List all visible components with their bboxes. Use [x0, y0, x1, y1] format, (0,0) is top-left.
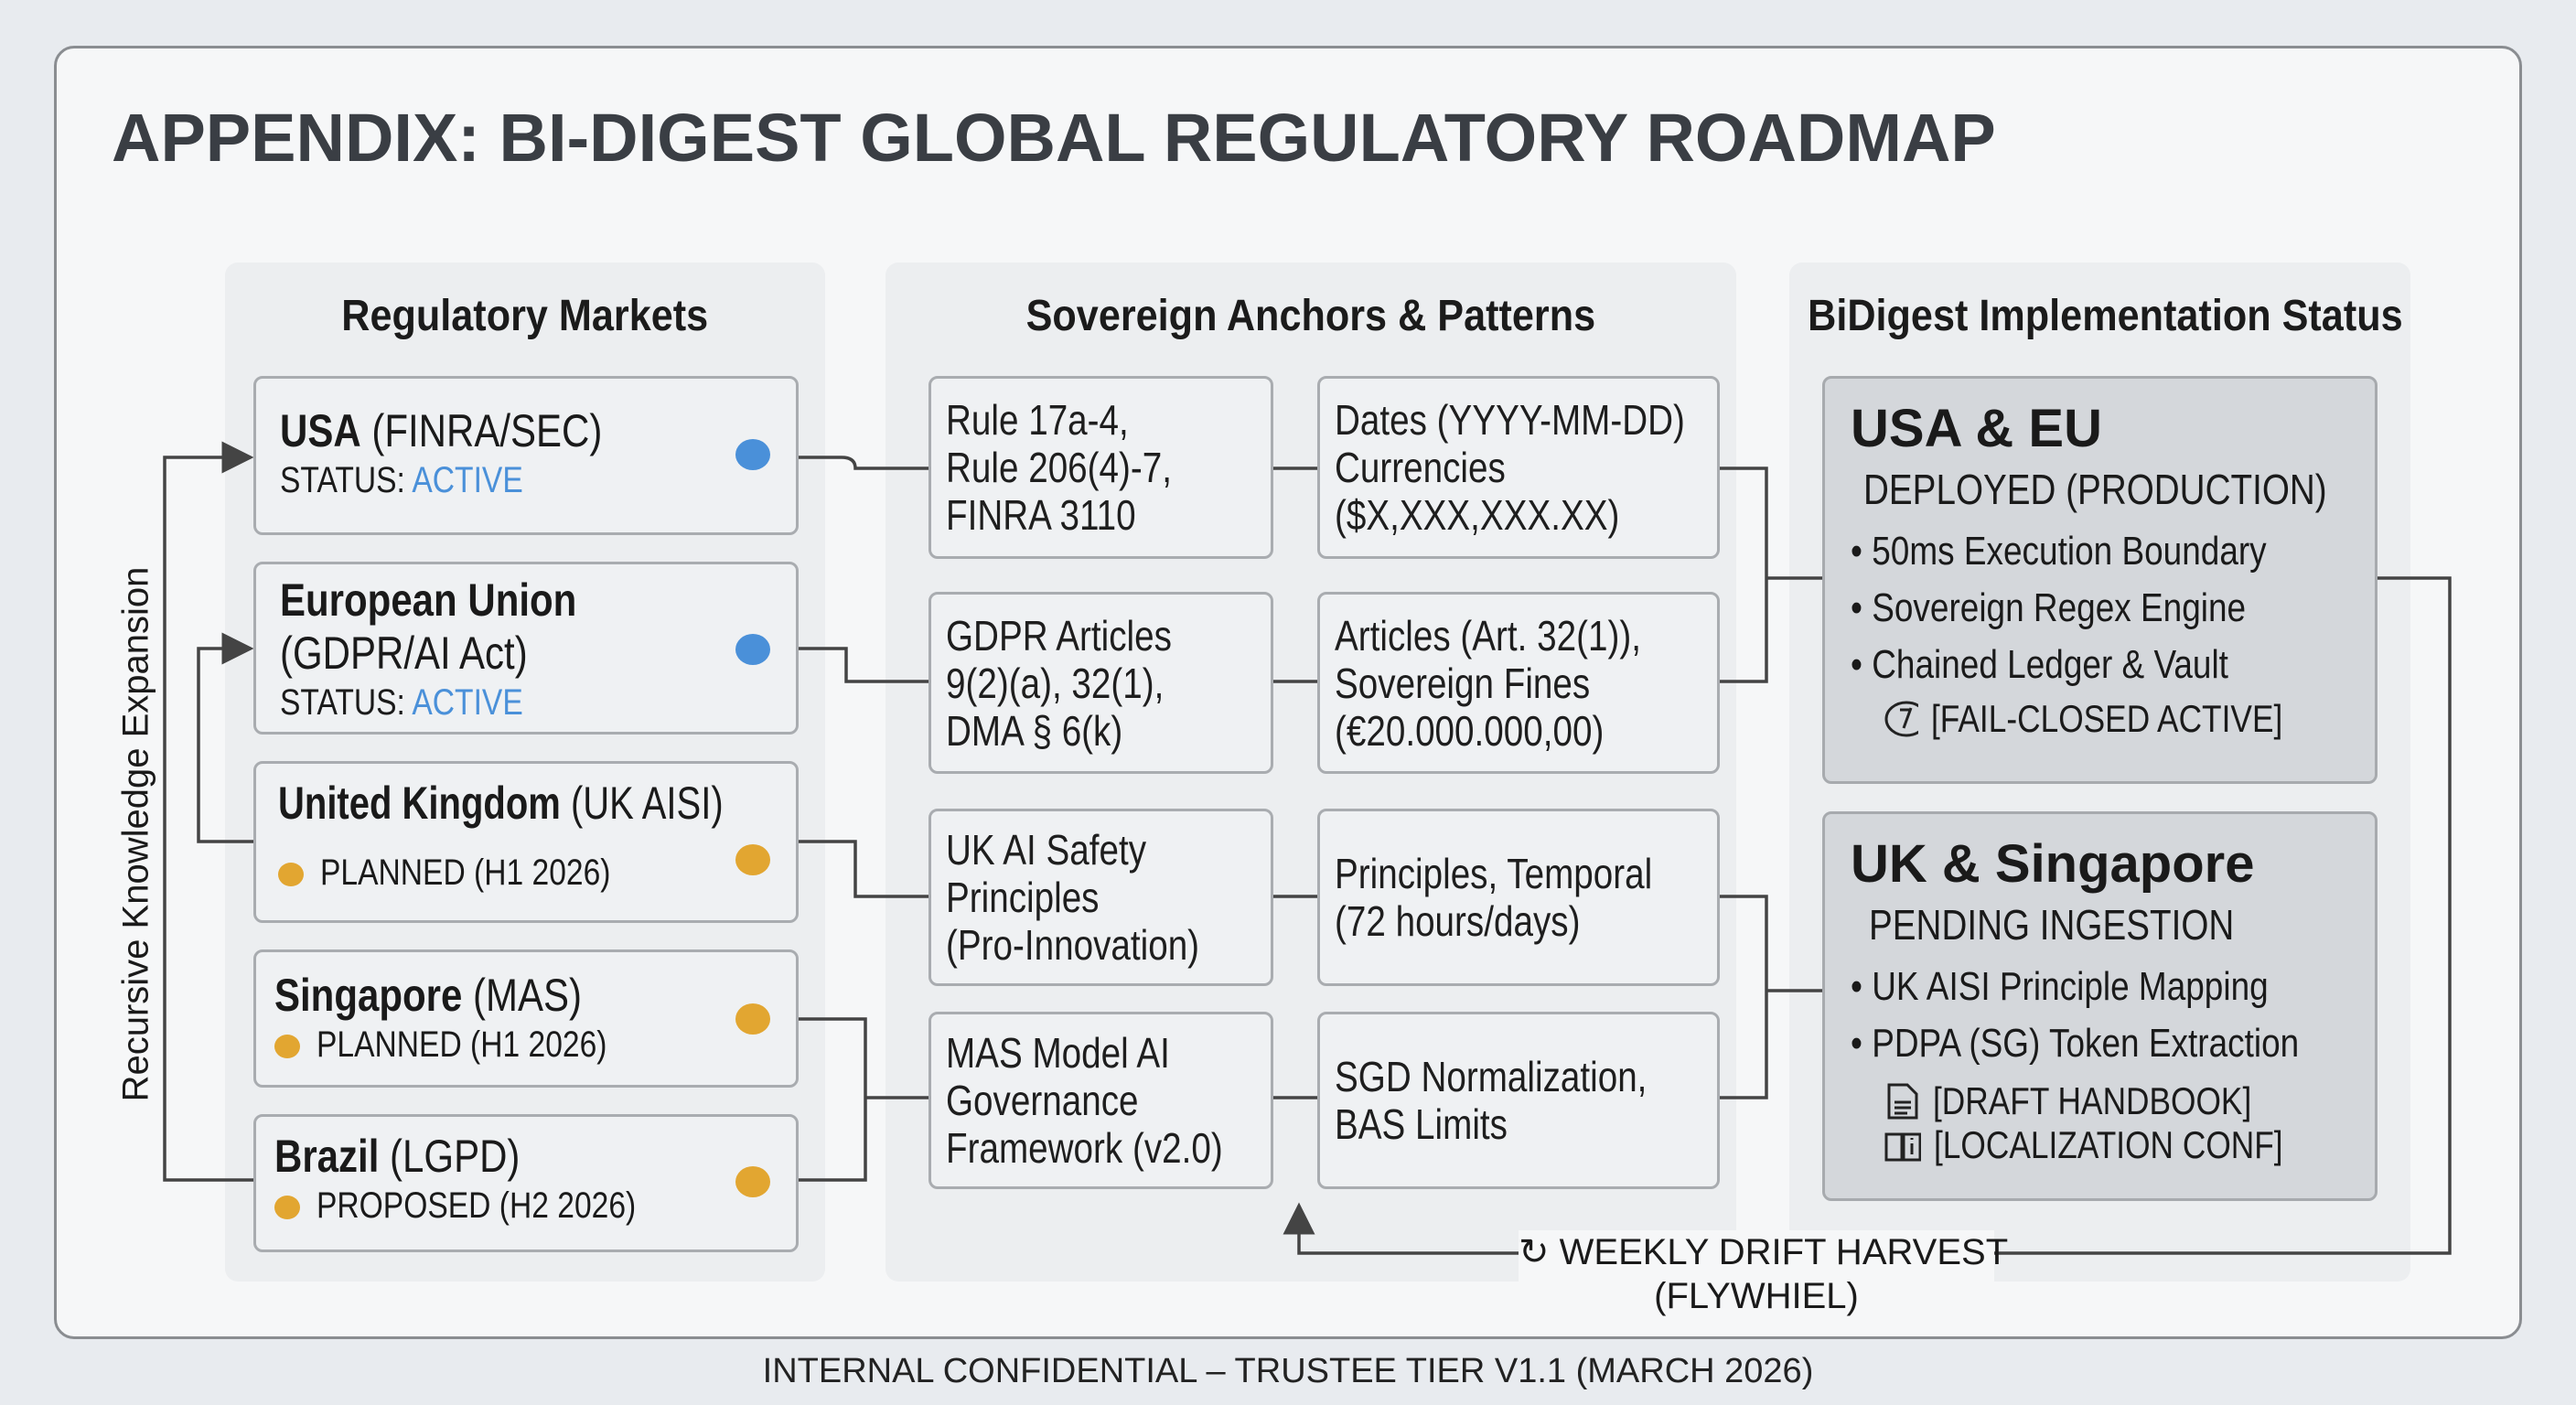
market-card-brazil[interactable]: Brazil (LGPD) PROPOSED (H2 2026)	[253, 1114, 799, 1252]
status-tag-text: [DRAFT HANDBOOK]	[1933, 1079, 2252, 1122]
market-regulator: (GDPR/AI Act)	[280, 627, 528, 679]
market-card-uk[interactable]: United Kingdom (UK AISI) PLANNED (H1 202…	[253, 761, 799, 923]
footer-note: INTERNAL CONFIDENTIAL – TRUSTEE TIER V1.…	[762, 1352, 1814, 1390]
status-dot-icon	[735, 634, 770, 665]
status-bullet: • Sovereign Regex Engine	[1851, 585, 2247, 630]
anchor-text: MAS Model AI Governance Framework (v2.0)	[946, 1029, 1223, 1172]
status-tag: [LOCALIZATION CONF]	[1884, 1123, 2349, 1167]
book-info-icon	[1884, 1132, 1921, 1162]
status-value: PLANNED (H1 2026)	[320, 853, 611, 893]
status-dot-icon	[274, 1035, 300, 1059]
status-card-usa-eu[interactable]: USA & EU DEPLOYED (PRODUCTION) • 50ms Ex…	[1822, 376, 2377, 784]
loop-outer	[163, 441, 254, 1182]
status-tag: [DRAFT HANDBOOK]	[1884, 1079, 2349, 1123]
anchor-text: Principles, Temporal (72 hours/days)	[1335, 850, 1653, 945]
status-label: STATUS:	[280, 460, 413, 500]
status-value: ACTIVE	[412, 460, 523, 500]
anchor-text: Rule 17a-4, Rule 206(4)-7, FINRA 3110	[946, 396, 1172, 539]
link-uk	[799, 840, 928, 898]
anchor-pattern-card[interactable]: SGD Normalization, BAS Limits	[1317, 1012, 1720, 1189]
status-bullet: • Chained Ledger & Vault	[1851, 642, 2228, 687]
status-dot-icon	[274, 1196, 300, 1220]
market-name: United Kingdom	[278, 778, 561, 829]
status-dot-icon	[735, 1003, 770, 1035]
status-bullet: • 50ms Execution Boundary	[1851, 529, 2267, 574]
market-card-singapore[interactable]: Singapore (MAS) PLANNED (H1 2026)	[253, 949, 799, 1088]
status-tag-text: [LOCALIZATION CONF]	[1933, 1123, 2283, 1166]
loop-label: Recursive Knowledge Expansion	[115, 566, 156, 1102]
status-heading: BiDigest Implementation Status	[1808, 292, 2403, 340]
page-title: APPENDIX: BI-DIGEST GLOBAL REGULATORY RO…	[112, 100, 1996, 176]
market-name: Singapore	[274, 970, 463, 1021]
markets-heading: Regulatory Markets	[341, 292, 709, 340]
status-card-title: UK & Singapore	[1851, 834, 2255, 894]
status-bullet: • PDPA (SG) Token Extraction	[1851, 1021, 2300, 1066]
status-tag: [FAIL-CLOSED ACTIVE]	[1884, 697, 2349, 741]
status-value: PROPOSED (H2 2026)	[317, 1185, 637, 1226]
anchor-pattern-card[interactable]: Articles (Art. 32(1)), Sovereign Fines (…	[1317, 592, 1720, 774]
market-regulator: (MAS)	[462, 970, 583, 1021]
flywheel-loop	[1283, 576, 2452, 1255]
link-to-usaeu	[1720, 467, 1822, 683]
refresh-icon: ↻	[1519, 1232, 1560, 1272]
status-card-title: USA & EU	[1851, 399, 2102, 458]
anchor-pattern-card[interactable]: Principles, Temporal (72 hours/days)	[1317, 809, 1720, 986]
document-icon	[1887, 1083, 1918, 1120]
status-bullet: • UK AISI Principle Mapping	[1851, 964, 2269, 1009]
status-dot-icon	[735, 844, 770, 875]
link-to-uksg	[1720, 895, 1822, 1099]
link-sg	[799, 1017, 928, 1182]
flywheel-label: ↻ WEEKLY DRIFT HARVEST (FLYWHIEL)	[1519, 1230, 2009, 1318]
link-usa	[799, 456, 928, 470]
anchor-text: GDPR Articles 9(2)(a), 32(1), DMA § 6(k)	[946, 611, 1172, 755]
market-card-eu[interactable]: European Union (GDPR/AI Act) STATUS: ACT…	[253, 562, 799, 735]
anchor-text: Articles (Art. 32(1)), Sovereign Fines (…	[1335, 611, 1641, 755]
market-card-usa[interactable]: USA (FINRA/SEC) STATUS: ACTIVE	[253, 376, 799, 535]
loop-inner	[197, 632, 254, 843]
status-tag-text: [FAIL-CLOSED ACTIVE]	[1930, 697, 2282, 740]
anchor-text: UK AI Safety Principles (Pro-Innovation)	[946, 826, 1200, 969]
gauge-icon	[1884, 701, 1918, 737]
market-name: Brazil	[274, 1131, 380, 1182]
status-value: PLANNED (H1 2026)	[317, 1024, 607, 1065]
market-regulator: (LGPD)	[379, 1131, 521, 1182]
anchor-rule-card[interactable]: UK AI Safety Principles (Pro-Innovation)	[928, 809, 1273, 986]
market-name: USA	[280, 405, 361, 456]
anchor-pattern-card[interactable]: Dates (YYYY-MM-DD) Currencies ($X,XXX,XX…	[1317, 376, 1720, 559]
status-label: STATUS:	[280, 682, 413, 723]
status-state: PENDING INGESTION	[1869, 901, 2235, 949]
status-dot-icon	[278, 863, 304, 887]
status-dot-icon	[735, 439, 770, 470]
market-regulator: (UK AISI)	[560, 778, 724, 829]
status-value: ACTIVE	[412, 682, 523, 723]
anchor-rule-card[interactable]: GDPR Articles 9(2)(a), 32(1), DMA § 6(k)	[928, 592, 1273, 774]
anchor-rule-card[interactable]: MAS Model AI Governance Framework (v2.0)	[928, 1012, 1273, 1189]
anchor-text: SGD Normalization, BAS Limits	[1335, 1053, 1648, 1148]
link-eu	[799, 647, 928, 683]
status-state: DEPLOYED (PRODUCTION)	[1863, 466, 2327, 513]
anchors-heading: Sovereign Anchors & Patterns	[1025, 292, 1596, 340]
market-name: European Union	[280, 574, 577, 626]
status-dot-icon	[735, 1166, 770, 1197]
anchor-text: Dates (YYYY-MM-DD) Currencies ($X,XXX,XX…	[1335, 396, 1685, 539]
status-card-uk-sg[interactable]: UK & Singapore PENDING INGESTION • UK AI…	[1822, 811, 2377, 1201]
anchor-rule-card[interactable]: Rule 17a-4, Rule 206(4)-7, FINRA 3110	[928, 376, 1273, 559]
market-regulator: (FINRA/SEC)	[360, 405, 603, 456]
